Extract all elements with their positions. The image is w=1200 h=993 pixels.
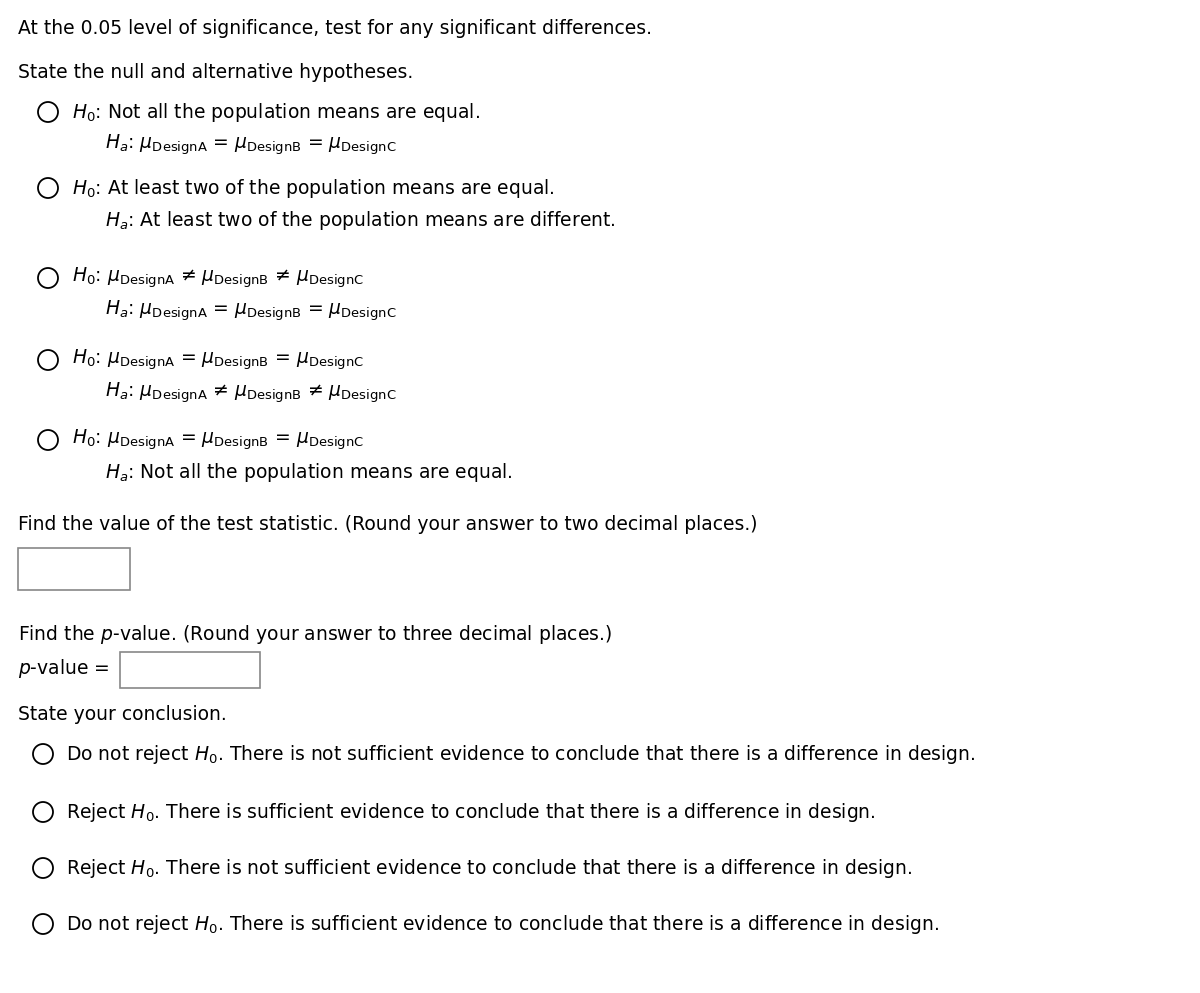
Text: State the null and alternative hypotheses.: State the null and alternative hypothese… bbox=[18, 63, 413, 81]
Text: $H_0$: $\mu_{\mathregular{Design A}}$ = $\mu_{\mathregular{Design B}}$ = $\mu_{\: $H_0$: $\mu_{\mathregular{Design A}}$ = … bbox=[72, 348, 364, 372]
Text: $H_a$: $\mu_{\mathregular{Design A}}$ ≠ $\mu_{\mathregular{Design B}}$ ≠ $\mu_{\: $H_a$: $\mu_{\mathregular{Design A}}$ ≠ … bbox=[106, 380, 396, 405]
Text: $H_0$: At least two of the population means are equal.: $H_0$: At least two of the population me… bbox=[72, 177, 554, 200]
Text: Find the $p$-value. (Round your answer to three decimal places.): Find the $p$-value. (Round your answer t… bbox=[18, 623, 612, 645]
Text: Reject $H_0$. There is sufficient evidence to conclude that there is a differenc: Reject $H_0$. There is sufficient eviden… bbox=[66, 800, 876, 823]
Text: At the 0.05 level of significance, test for any significant differences.: At the 0.05 level of significance, test … bbox=[18, 19, 652, 38]
Text: $p$-value =: $p$-value = bbox=[18, 656, 109, 679]
Text: $H_a$: $\mu_{\mathregular{Design A}}$ = $\mu_{\mathregular{Design B}}$ = $\mu_{\: $H_a$: $\mu_{\mathregular{Design A}}$ = … bbox=[106, 299, 396, 324]
Text: $H_0$: $\mu_{\mathregular{Design A}}$ = $\mu_{\mathregular{Design B}}$ = $\mu_{\: $H_0$: $\mu_{\mathregular{Design A}}$ = … bbox=[72, 428, 364, 452]
Text: $H_a$: At least two of the population means are different.: $H_a$: At least two of the population me… bbox=[106, 210, 616, 232]
Text: $H_0$: Not all the population means are equal.: $H_0$: Not all the population means are … bbox=[72, 100, 480, 123]
Text: Do not reject $H_0$. There is sufficient evidence to conclude that there is a di: Do not reject $H_0$. There is sufficient… bbox=[66, 913, 938, 935]
Text: State your conclusion.: State your conclusion. bbox=[18, 704, 227, 724]
Text: $H_0$: $\mu_{\mathregular{Design A}}$ ≠ $\mu_{\mathregular{Design B}}$ ≠ $\mu_{\: $H_0$: $\mu_{\mathregular{Design A}}$ ≠ … bbox=[72, 266, 364, 290]
Text: Reject $H_0$. There is not sufficient evidence to conclude that there is a diffe: Reject $H_0$. There is not sufficient ev… bbox=[66, 857, 912, 880]
FancyBboxPatch shape bbox=[120, 652, 260, 688]
Text: Do not reject $H_0$. There is not sufficient evidence to conclude that there is : Do not reject $H_0$. There is not suffic… bbox=[66, 743, 976, 766]
Text: Find the value of the test statistic. (Round your answer to two decimal places.): Find the value of the test statistic. (R… bbox=[18, 514, 757, 533]
Text: $H_a$: Not all the population means are equal.: $H_a$: Not all the population means are … bbox=[106, 462, 512, 485]
FancyBboxPatch shape bbox=[18, 548, 130, 590]
Text: $H_a$: $\mu_{\mathregular{Design A}}$ = $\mu_{\mathregular{Design B}}$ = $\mu_{\: $H_a$: $\mu_{\mathregular{Design A}}$ = … bbox=[106, 133, 396, 157]
